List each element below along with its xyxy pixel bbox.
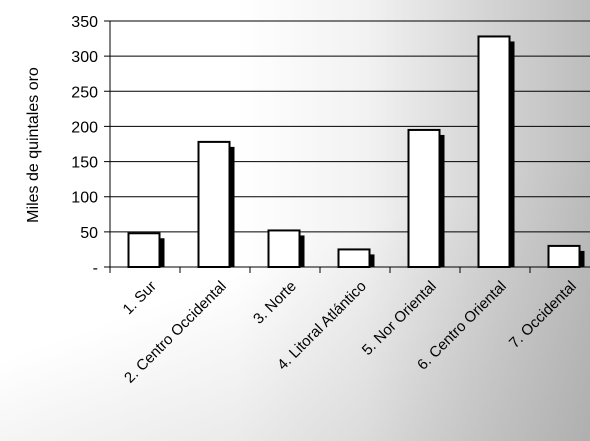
bar xyxy=(267,229,301,269)
y-tick-label: 150 xyxy=(71,155,98,172)
y-tick-label: 100 xyxy=(71,190,98,207)
y-tick-label: 200 xyxy=(71,119,98,136)
bars xyxy=(127,35,585,269)
x-axis-ticks xyxy=(109,267,531,273)
y-tick-label: 350 xyxy=(71,14,98,31)
bar xyxy=(127,232,161,269)
bar xyxy=(407,128,441,268)
gridlines xyxy=(104,20,590,268)
y-tick-label: 300 xyxy=(71,49,98,66)
y-tick-label: - xyxy=(93,260,98,277)
x-tick-label: 7. Occidental xyxy=(506,278,580,352)
y-tick-label: 50 xyxy=(80,225,98,242)
y-tick-label: 250 xyxy=(71,84,98,101)
bar xyxy=(547,244,581,269)
y-axis-tick-labels: - 50 100 150 200 250 300 350 xyxy=(71,14,98,277)
bar xyxy=(197,140,231,269)
y-axis-label: Miles de quintales oro xyxy=(25,67,42,223)
x-tick-label: 1. Sur xyxy=(120,278,160,318)
bar xyxy=(477,35,511,268)
x-tick-label: 3. Norte xyxy=(250,278,300,328)
bar xyxy=(337,248,371,269)
